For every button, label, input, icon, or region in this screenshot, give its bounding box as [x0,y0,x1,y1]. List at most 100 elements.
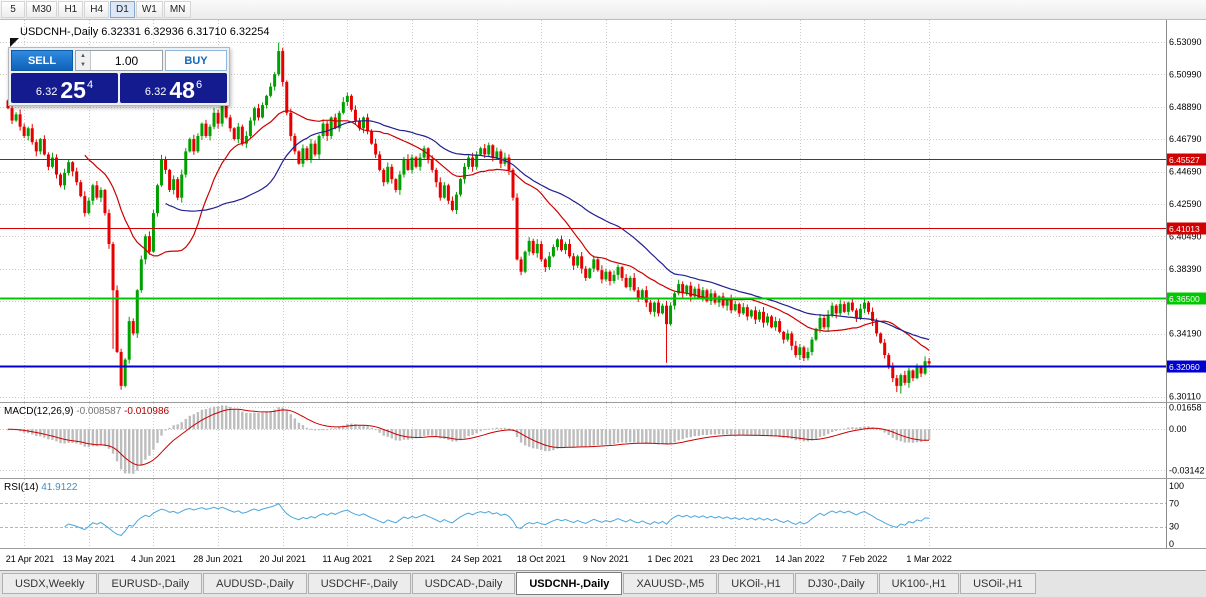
timeframe-button-h1[interactable]: H1 [58,1,84,18]
svg-text:6.38390: 6.38390 [1169,264,1202,274]
date-label: 4 Jun 2021 [131,554,176,564]
buy-price-prefix: 6.32 [144,86,167,98]
date-label: 1 Dec 2021 [648,554,694,564]
macd-main-value: -0.008587 [76,406,122,417]
chart-tab-usoil-h1[interactable]: USOil-,H1 [960,573,1036,594]
date-label: 20 Jul 2021 [259,554,306,564]
timeframe-toolbar: 5 M30 H1 H4 D1 W1 MN [0,0,1206,20]
sell-price-big: 25 [60,77,86,104]
svg-text:6.32060: 6.32060 [1169,362,1200,372]
rsi-indicator-label: RSI(14) 41.9122 [4,482,77,493]
svg-text:6.41013: 6.41013 [1169,224,1200,234]
price-line-badge [1167,222,1206,235]
svg-text:6.42590: 6.42590 [1169,199,1202,209]
timeframe-button-m30[interactable]: M30 [26,1,58,18]
svg-text:6.45527: 6.45527 [1169,155,1200,165]
date-label: 7 Feb 2022 [842,554,888,564]
macd-panel-canvas[interactable]: 0.01658 0.00 -0.03142 [0,403,1206,478]
chart-tab-eurusd-daily[interactable]: EURUSD-,Daily [98,573,203,594]
main-chart-canvas[interactable]: 6.53090 6.50990 6.48890 6.46790 6.44690 6.425… [0,20,1206,402]
chart-tab-uk100-h1[interactable]: UK100-,H1 [878,573,960,594]
macd-grid [0,403,1166,478]
date-label: 2 Sep 2021 [389,554,435,564]
macd-histogram [6,405,931,474]
moving-average-40 [165,120,930,341]
volume-stepper[interactable]: ▲ ▼ 1.00 [75,50,163,71]
buy-button[interactable]: BUY [165,50,227,71]
volume-down-icon[interactable]: ▼ [80,62,86,69]
one-click-trading-panel: SELL ▲ ▼ 1.00 BUY 6.32 25 4 6.32 48 6 [8,47,230,106]
date-label: 1 Mar 2022 [906,554,952,564]
chart-tab-usdx-weekly[interactable]: USDX,Weekly [2,573,98,594]
chart-tab-usdcnh-daily[interactable]: USDCNH-,Daily [516,572,623,595]
timeframe-button-w1[interactable]: W1 [135,1,163,18]
rsi-axis-label: 70 [1169,498,1179,508]
rsi-axis-label: 0 [1169,539,1174,548]
volume-up-icon[interactable]: ▲ [80,52,86,59]
svg-text:6.34190: 6.34190 [1169,329,1202,339]
date-label: 9 Nov 2021 [583,554,629,564]
date-label: 28 Jun 2021 [193,554,243,564]
price-axis-labels: 6.53090 6.50990 6.48890 6.46790 6.44690 6.425… [1169,37,1202,402]
sell-button[interactable]: SELL [11,50,73,71]
timeframe-button-5[interactable]: 5 [1,1,25,18]
svg-text:6.53090: 6.53090 [1169,37,1202,47]
macd-signal-value: -0.010986 [124,406,170,417]
price-line-badge [1167,153,1206,166]
timeframe-button-h4[interactable]: H4 [84,1,110,18]
chart-tabbar: USDX,Weekly EURUSD-,Daily AUDUSD-,Daily USD… [0,570,1206,597]
svg-text:6.46790: 6.46790 [1169,134,1202,144]
svg-text:6.36500: 6.36500 [1169,294,1200,304]
buy-price-big: 48 [169,77,195,104]
date-label: 11 Aug 2021 [322,554,372,564]
svg-text:6.50990: 6.50990 [1169,69,1202,79]
chart-tab-dj30-daily[interactable]: DJ30-,Daily [794,573,878,594]
date-label: 14 Jan 2022 [775,554,825,564]
sell-price-prefix: 6.32 [35,86,58,98]
volume-value[interactable]: 1.00 [114,53,139,68]
date-label: 13 May 2021 [63,554,115,564]
chart-tab-ukoil-h1[interactable]: UKOil-,H1 [718,573,794,594]
svg-text:6.30110: 6.30110 [1169,392,1201,402]
chart-tab-usdchf-daily[interactable]: USDCHF-,Daily [307,573,411,594]
timeframe-button-d1[interactable]: D1 [110,1,135,18]
date-axis: 21 Apr 2021 13 May 2021 4 Jun 2021 28 Jun 2… [6,554,952,564]
chart-tab-xauusd-m5[interactable]: XAUUSD-,M5 [623,573,718,594]
macd-signal-line [7,408,930,466]
one-click-trading-toggle-icon[interactable] [10,38,19,47]
rsi-axis-label: 30 [1169,522,1179,532]
buy-price-sup: 6 [195,79,203,91]
svg-text:6.44690: 6.44690 [1169,167,1202,177]
macd-indicator-label: MACD(12,26,9) -0.008587 -0.010986 [4,406,169,417]
chart-symbol-ohlc: USDCNH-,Daily 6.32331 6.32936 6.31710 6.… [20,26,270,38]
volume-spinner: ▲ ▼ [76,51,91,70]
rsi-name: RSI(14) [4,482,39,493]
panel-separator [0,548,1206,549]
rsi-grid [24,479,930,548]
buy-price-button[interactable]: 6.32 48 6 [120,73,227,103]
sell-price-sup: 4 [86,79,94,91]
macd-axis-label: 0.01658 [1169,403,1202,412]
panel-separator[interactable] [0,402,1206,403]
moving-average-20 [84,110,930,351]
rsi-line [64,502,930,536]
date-label: 18 Oct 2021 [517,554,566,564]
timeframe-button-mn[interactable]: MN [163,1,192,18]
svg-text:6.40490: 6.40490 [1169,231,1202,241]
macd-name: MACD(12,26,9) [4,406,74,417]
sell-price-button[interactable]: 6.32 25 4 [11,73,118,103]
macd-axis-label: 0.00 [1169,424,1187,434]
price-line-badge [1167,360,1206,373]
macd-axis-label: -0.03142 [1169,465,1205,475]
chart-tab-audusd-daily[interactable]: AUDUSD-,Daily [203,573,307,594]
date-label: 24 Sep 2021 [451,554,502,564]
rsi-panel-canvas[interactable]: 100 70 30 0 [0,479,1206,548]
price-line-badge [1167,292,1206,305]
chart-tab-usdcad-daily[interactable]: USDCAD-,Daily [411,573,516,594]
svg-text:6.48890: 6.48890 [1169,102,1202,112]
rsi-axis-label: 100 [1169,481,1184,491]
panel-separator[interactable] [0,478,1206,479]
date-label: 21 Apr 2021 [6,554,55,564]
date-label: 23 Dec 2021 [710,554,761,564]
rsi-value: 41.9122 [41,482,78,493]
